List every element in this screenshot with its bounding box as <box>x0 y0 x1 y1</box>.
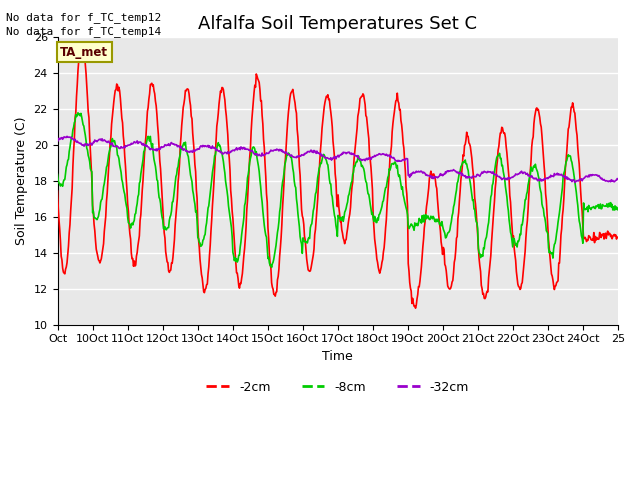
Text: No data for f_TC_temp14: No data for f_TC_temp14 <box>6 26 162 37</box>
-32cm <box>63 133 71 139</box>
-2cm <box>223 123 231 129</box>
-8cm <box>397 182 404 188</box>
-32cm <box>120 144 128 149</box>
-2cm <box>412 305 419 311</box>
-32cm <box>396 158 404 164</box>
-8cm <box>268 264 275 270</box>
-8cm <box>74 110 82 116</box>
-8cm <box>273 236 280 242</box>
Line: -32cm: -32cm <box>58 136 618 182</box>
Text: TA_met: TA_met <box>60 46 108 59</box>
-32cm <box>251 152 259 157</box>
-8cm <box>223 188 231 194</box>
-32cm <box>428 175 435 181</box>
Legend: -2cm, -8cm, -32cm: -2cm, -8cm, -32cm <box>202 376 474 399</box>
-8cm <box>614 207 622 213</box>
-32cm <box>272 147 280 153</box>
Title: Alfalfa Soil Temperatures Set C: Alfalfa Soil Temperatures Set C <box>198 15 477 33</box>
Line: -2cm: -2cm <box>58 46 618 308</box>
-8cm <box>429 216 436 222</box>
Y-axis label: Soil Temperature (C): Soil Temperature (C) <box>15 117 28 245</box>
-2cm <box>614 234 622 240</box>
Text: No data for f_TC_temp12: No data for f_TC_temp12 <box>6 12 162 23</box>
-2cm <box>54 188 61 194</box>
-8cm <box>251 146 259 152</box>
-32cm <box>54 139 61 144</box>
-32cm <box>614 176 622 182</box>
-2cm <box>120 140 128 146</box>
Line: -8cm: -8cm <box>58 113 618 267</box>
X-axis label: Time: Time <box>323 350 353 363</box>
-8cm <box>54 171 61 177</box>
-2cm <box>396 107 404 112</box>
-32cm <box>223 151 231 156</box>
-2cm <box>272 289 280 295</box>
-8cm <box>120 189 128 194</box>
-32cm <box>571 180 579 185</box>
-2cm <box>251 83 259 88</box>
-2cm <box>79 43 86 48</box>
-2cm <box>429 173 436 179</box>
